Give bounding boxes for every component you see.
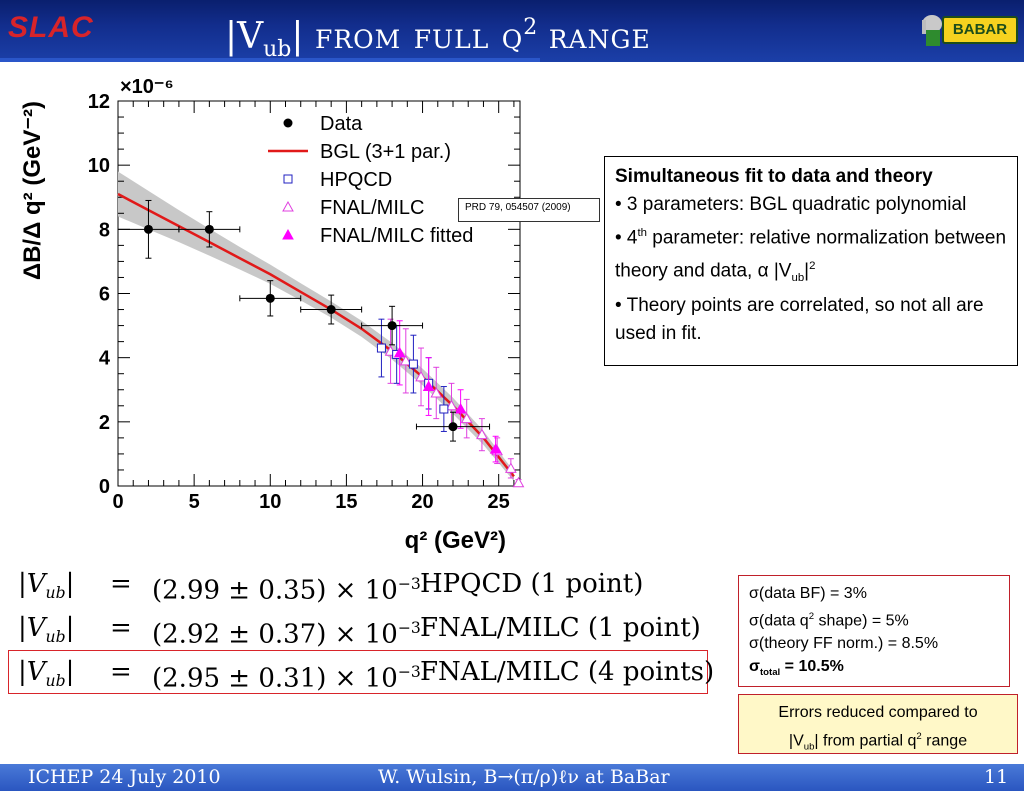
result-row-fnal-1: |Vub| = (2.92 ± 0.37) × 10−3 FNAL/MILC (… — [18, 613, 701, 650]
slide-header: SLAC |Vub| from full q2 range BABAR — [0, 0, 1024, 62]
y-axis-label: ΔB/Δ q² (GeV⁻²) — [19, 101, 46, 280]
fit-bullet-3: • Theory points are correlated, so not a… — [615, 295, 984, 345]
slide-footer: ICHEP 24 July 2010 W. Wulsin, B→(π/ρ)ℓν … — [0, 764, 1024, 791]
hpqcd-point — [376, 343, 386, 353]
fit-bullet-1: • 3 parameters: BGL quadratic polynomial — [615, 194, 967, 215]
legend-marker-hpqcd — [283, 174, 293, 184]
data-point — [387, 321, 397, 331]
fnal-milc-fitted-point — [422, 380, 435, 392]
legend-label: FNAL/MILC fitted — [320, 225, 473, 247]
fit-line-bgl — [117, 192, 515, 478]
hpqcd-point — [439, 404, 449, 414]
header-underline — [0, 58, 540, 62]
footer-page-number: 11 — [984, 766, 1009, 788]
fnal-milc-point — [415, 370, 427, 382]
y-tick-label: 2 — [99, 412, 110, 434]
x-axis-label: q² (GeV²) — [405, 527, 506, 554]
error-budget-box: σ(data BF) = 3% σ(data q2 shape) = 5% σ(… — [738, 575, 1010, 687]
fnal-milc-fitted-point — [454, 402, 467, 414]
legend-label: FNAL/MILC — [320, 197, 424, 219]
y-multiplier-label: ×10⁻⁶ — [120, 76, 174, 98]
error-total: σtotal = 10.5% — [749, 658, 844, 679]
fit-description-heading: Simultaneous fit to data and theory — [615, 166, 933, 187]
fnal-milc-point — [505, 462, 517, 473]
fit-uncertainty-band — [118, 171, 514, 482]
hpqcd-point — [408, 359, 418, 369]
fit-bullet-2: • 4th parameter: relative normalization … — [615, 227, 1007, 285]
result-row-fnal-4: |Vub| = (2.95 ± 0.31) × 10−3 FNAL/MILC (… — [18, 657, 715, 694]
slide-title: |Vub| from full q2 range — [225, 15, 651, 62]
x-tick-label: 0 — [112, 491, 123, 513]
fnal-milc-point — [512, 476, 525, 488]
babar-logo: BABAR — [918, 10, 1018, 50]
data-point — [265, 293, 275, 303]
x-tick-label: 15 — [335, 491, 357, 513]
y-tick-label: 12 — [88, 91, 110, 113]
legend-label: BGL (3+1 par.) — [320, 141, 451, 163]
highlighted-result-box — [8, 650, 708, 694]
fnal-milc-point — [399, 354, 412, 366]
result-row-hpqcd: |Vub| = (2.99 ± 0.35) × 10−3 HPQCD (1 po… — [18, 569, 644, 606]
x-tick-label: 10 — [259, 491, 281, 513]
fit-description-box: Simultaneous fit to data and theory • 3 … — [604, 156, 1018, 366]
babar-elephant-icon — [922, 15, 942, 46]
legend-label: Data — [320, 113, 363, 135]
babar-logo-text: BABAR — [942, 16, 1018, 44]
y-tick-label: 4 — [99, 348, 111, 370]
chart: 0 5 10 15 20 25 0 2 4 6 8 10 12 ×10⁻⁶ q² (GeV²) ΔB/Δ q²… — [10, 65, 550, 565]
x-tick-label: 20 — [411, 491, 433, 513]
data-point — [448, 422, 458, 432]
vub-results: |Vub| = (2.99 ± 0.35) × 10−3 HPQCD (1 po… — [8, 562, 718, 700]
fnal-milc-fitted-point — [489, 443, 502, 454]
y-tick-label: 10 — [88, 155, 110, 177]
fnal-milc-point — [445, 399, 458, 411]
y-tick-label: 0 — [99, 476, 110, 498]
error-reduction-note: Errors reduced compared to |Vub| from pa… — [738, 694, 1018, 754]
y-tick-label: 6 — [99, 284, 110, 306]
data-point — [143, 224, 153, 234]
data-point — [204, 224, 214, 234]
slac-logo-text: SLAC — [8, 11, 94, 44]
legend-marker-data — [283, 118, 293, 128]
fnal-milc-point — [460, 412, 473, 424]
footer-author-talk: W. Wulsin, B→(π/ρ)ℓν at BaBar — [378, 766, 670, 788]
fnal-milc-fitted-point — [393, 346, 406, 358]
data-point — [326, 305, 336, 315]
footer-conference: ICHEP 24 July 2010 — [28, 766, 221, 788]
legend-marker-fnal-fitted — [282, 228, 294, 240]
legend-label: HPQCD — [320, 169, 392, 191]
reference-label: PRD 79, 054507 (2009) — [458, 198, 600, 222]
note-line-1: Errors reduced compared to — [778, 704, 978, 721]
note-line-2: |Vub| from partial q2 range — [788, 731, 968, 753]
x-tick-label: 25 — [488, 491, 510, 513]
legend-marker-fnal — [282, 200, 294, 212]
y-tick-label: 8 — [99, 219, 110, 241]
chart-svg: 0 5 10 15 20 25 0 2 4 6 8 10 12 ×10⁻⁶ q² (GeV²) ΔB/Δ q²… — [19, 76, 525, 554]
x-tick-label: 5 — [189, 491, 200, 513]
error-theory-norm: σ(theory FF norm.) = 8.5% — [749, 635, 939, 653]
error-data-shape: σ(data q2 shape) = 5% — [749, 611, 909, 630]
fnal-milc-point — [430, 386, 443, 398]
error-data-bf: σ(data BF) = 3% — [749, 585, 867, 602]
slac-logo: SLAC — [8, 12, 100, 52]
fnal-milc-point — [476, 428, 488, 440]
